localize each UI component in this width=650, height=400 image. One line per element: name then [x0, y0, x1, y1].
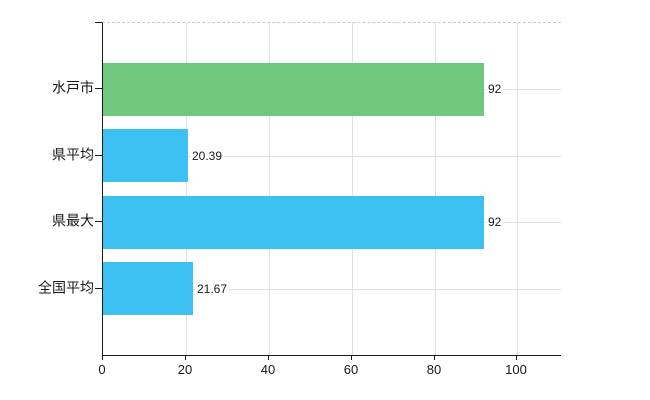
x-tick-label: 100: [505, 362, 527, 377]
horizontal-gridline: [103, 156, 561, 157]
x-tick-label: 80: [426, 362, 442, 377]
category-label: 水戸市: [52, 79, 94, 96]
bar[interactable]: [103, 63, 484, 116]
bar-value-label: 20.39: [190, 148, 225, 164]
x-axis-tick: [516, 355, 517, 360]
bar[interactable]: [103, 196, 484, 249]
vertical-gridline: [185, 23, 187, 355]
x-axis-tick: [185, 355, 186, 360]
vertical-gridline: [351, 23, 353, 355]
bar-value-label: 92: [486, 214, 504, 230]
vertical-gridline: [434, 23, 436, 355]
y-axis-tick: [95, 221, 102, 222]
x-tick-label: 60: [343, 362, 359, 377]
y-axis-tick: [95, 88, 102, 89]
bar[interactable]: [103, 129, 188, 182]
x-axis-tick: [268, 355, 269, 360]
plot-area: 92 20.39 92 21.67: [102, 22, 561, 356]
category-label: 県平均: [52, 146, 94, 163]
bar-value-label: 21.67: [195, 281, 230, 297]
y-axis-tick: [95, 155, 102, 156]
x-tick-label: 40: [260, 362, 276, 377]
vertical-gridline: [268, 23, 270, 355]
y-axis-top-tick: [95, 22, 102, 23]
x-axis-tick: [102, 355, 103, 360]
bar-value-label: 92: [486, 81, 504, 97]
x-tick-label: 20: [177, 362, 193, 377]
horizontal-gridline: [103, 289, 561, 290]
category-label: 全国平均: [38, 279, 94, 296]
x-axis-tick: [351, 355, 352, 360]
category-label: 県最大: [52, 212, 94, 229]
x-axis-tick: [434, 355, 435, 360]
bar[interactable]: [103, 262, 193, 315]
vertical-gridline: [517, 23, 519, 355]
y-axis-tick: [95, 288, 102, 289]
x-tick-label: 0: [98, 362, 106, 377]
